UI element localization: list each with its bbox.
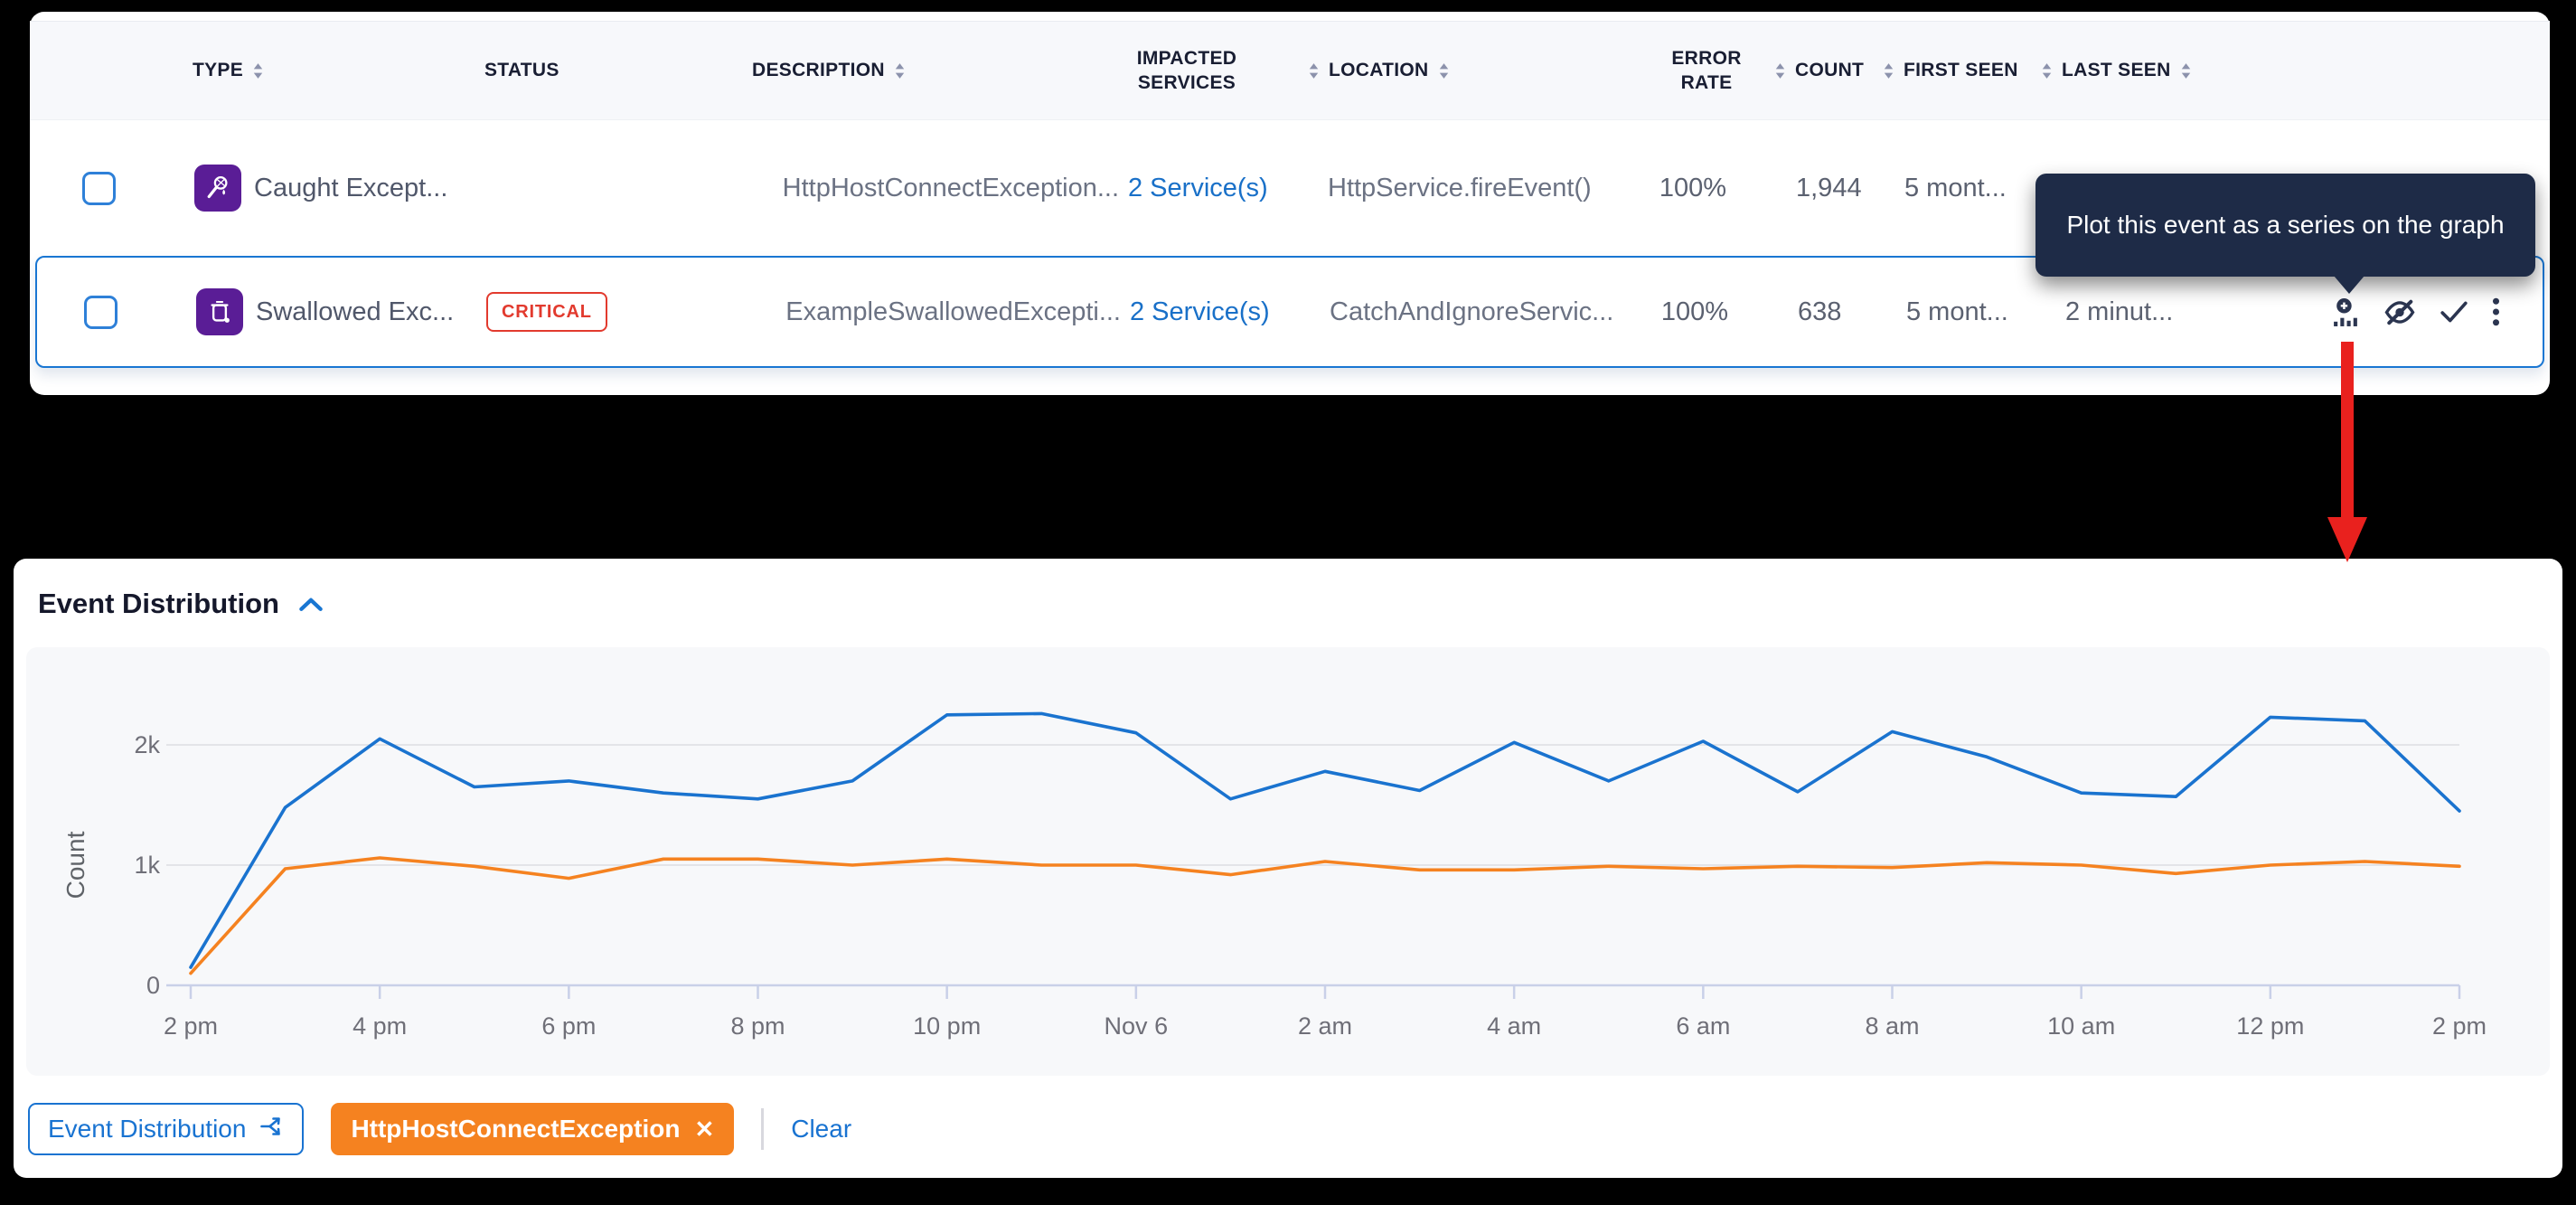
sort-icon[interactable] xyxy=(2180,61,2192,80)
svg-text:6 am: 6 am xyxy=(1676,1012,1730,1040)
event-type-label: Caught Except... xyxy=(254,173,448,202)
events-table-panel: TYPE STATUS DESCRIPTION IMPACTED SERVICE… xyxy=(30,12,2550,395)
caught-exception-net-icon xyxy=(194,165,241,212)
column-header-impacted-services: IMPACTED SERVICES xyxy=(1105,22,1268,119)
annotation-red-arrow-head xyxy=(2327,517,2367,562)
swallowed-exception-jar-icon xyxy=(196,288,243,335)
svg-text:4 am: 4 am xyxy=(1487,1012,1541,1040)
last-seen-value: 2 minut... xyxy=(2065,297,2174,326)
chevron-up-icon[interactable] xyxy=(299,597,323,612)
first-seen-value: 5 mont... xyxy=(1906,297,2008,326)
column-header-last-seen: LAST SEEN xyxy=(2041,22,2192,119)
column-header-location: LOCATION xyxy=(1308,22,1450,119)
column-header-count: COUNT xyxy=(1774,22,1864,119)
svg-text:4 pm: 4 pm xyxy=(353,1012,407,1040)
resolve-check-icon[interactable] xyxy=(2440,300,2468,324)
event-location: CatchAndIgnoreServic... xyxy=(1330,297,1614,326)
column-header-status: STATUS xyxy=(484,22,559,119)
sort-icon[interactable] xyxy=(1883,61,1894,80)
kebab-menu-icon[interactable] xyxy=(2492,297,2500,326)
plot-series-icon[interactable] xyxy=(2332,297,2360,327)
column-header-type-label: TYPE xyxy=(193,60,244,80)
row-checkbox[interactable] xyxy=(82,171,116,205)
event-location: HttpService.fireEvent() xyxy=(1328,173,1592,202)
sort-icon[interactable] xyxy=(2041,61,2053,80)
svg-text:8 pm: 8 pm xyxy=(730,1012,785,1040)
column-header-error-rate: ERROR RATE xyxy=(1652,22,1761,119)
table-header-row: TYPE STATUS DESCRIPTION IMPACTED SERVICE… xyxy=(30,21,2550,120)
svg-text:2 am: 2 am xyxy=(1298,1012,1352,1040)
series-button-label: Event Distribution xyxy=(48,1115,247,1143)
column-header-error-rate-label: ERROR RATE xyxy=(1671,47,1742,93)
section-title: Event Distribution xyxy=(38,588,279,619)
svg-text:Nov 6: Nov 6 xyxy=(1105,1012,1169,1040)
column-header-type: TYPE xyxy=(193,22,264,119)
column-header-description-label: DESCRIPTION xyxy=(752,60,885,80)
svg-text:Count: Count xyxy=(61,831,89,899)
series-button-event-distribution[interactable]: Event Distribution xyxy=(28,1103,305,1155)
event-type-label: Swallowed Exc... xyxy=(256,297,455,326)
clear-series-link[interactable]: Clear xyxy=(791,1115,852,1143)
chart-legend-row: Event Distribution HttpHostConnectExcept… xyxy=(28,1102,851,1156)
sort-icon[interactable] xyxy=(1438,61,1450,80)
event-description: HttpHostConnectException... xyxy=(782,173,1119,202)
error-rate-value: 100% xyxy=(1660,297,1729,326)
count-value: 638 xyxy=(1798,297,1842,326)
series-chip-label: HttpHostConnectException xyxy=(351,1115,681,1143)
remove-series-close-icon[interactable]: ✕ xyxy=(694,1116,715,1143)
tooltip-text: Plot this event as a series on the graph xyxy=(2066,211,2505,239)
line-chart-svg[interactable]: 2 pm 4 pm 6 pm 8 pm 10 pm Nov 6 2 am 4 am 6 am 8 … xyxy=(26,647,2550,1076)
column-header-location-label: LOCATION xyxy=(1329,60,1429,80)
svg-text:2k: 2k xyxy=(134,731,160,758)
column-header-first-seen: FIRST SEEN xyxy=(1883,22,2018,119)
error-rate-value: 100% xyxy=(1659,173,1727,202)
column-header-description: DESCRIPTION xyxy=(752,22,906,119)
column-header-first-seen-label: FIRST SEEN xyxy=(1904,60,2018,80)
svg-text:2 pm: 2 pm xyxy=(164,1012,218,1040)
series-chip-httphostconnectexception[interactable]: HttpHostConnectException ✕ xyxy=(331,1103,735,1155)
svg-text:10 am: 10 am xyxy=(2047,1012,2115,1040)
sort-icon[interactable] xyxy=(1774,61,1786,80)
column-header-status-label: STATUS xyxy=(484,60,559,80)
branch-arrows-icon xyxy=(259,1114,284,1145)
column-header-last-seen-label: LAST SEEN xyxy=(2062,60,2171,80)
svg-text:8 am: 8 am xyxy=(1865,1012,1919,1040)
sort-icon[interactable] xyxy=(1308,61,1320,80)
sort-icon[interactable] xyxy=(252,61,264,80)
legend-divider xyxy=(761,1108,765,1150)
svg-text:6 pm: 6 pm xyxy=(541,1012,596,1040)
critical-status-badge: CRITICAL xyxy=(486,292,607,332)
column-header-count-label: COUNT xyxy=(1795,60,1865,80)
event-distribution-chart[interactable]: 2 pm 4 pm 6 pm 8 pm 10 pm Nov 6 2 am 4 am 6 am 8 … xyxy=(26,647,2550,1076)
event-description: ExampleSwallowedExcepti... xyxy=(785,297,1121,326)
row-checkbox[interactable] xyxy=(84,295,118,329)
row-actions xyxy=(2332,258,2544,366)
svg-text:2 pm: 2 pm xyxy=(2432,1012,2487,1040)
impacted-services-link[interactable]: 2 Service(s) xyxy=(1128,173,1268,202)
column-header-impacted-label: IMPACTED SERVICES xyxy=(1136,47,1237,93)
first-seen-value: 5 mont... xyxy=(1904,173,2007,202)
svg-text:12 pm: 12 pm xyxy=(2236,1012,2304,1040)
hide-event-eye-slash-icon[interactable] xyxy=(2383,299,2416,325)
annotation-red-arrow xyxy=(2341,342,2354,519)
impacted-services-link[interactable]: 2 Service(s) xyxy=(1130,297,1270,326)
svg-text:10 pm: 10 pm xyxy=(913,1012,981,1040)
event-distribution-panel: Event Distribution 2 pm 4 pm 6 pm 8 pm 10 pm… xyxy=(14,559,2562,1178)
svg-text:1k: 1k xyxy=(134,852,160,879)
sort-icon[interactable] xyxy=(894,61,906,80)
count-value: 1,944 xyxy=(1796,173,1862,202)
svg-text:0: 0 xyxy=(146,972,160,999)
plot-event-tooltip: Plot this event as a series on the graph xyxy=(2035,174,2535,294)
